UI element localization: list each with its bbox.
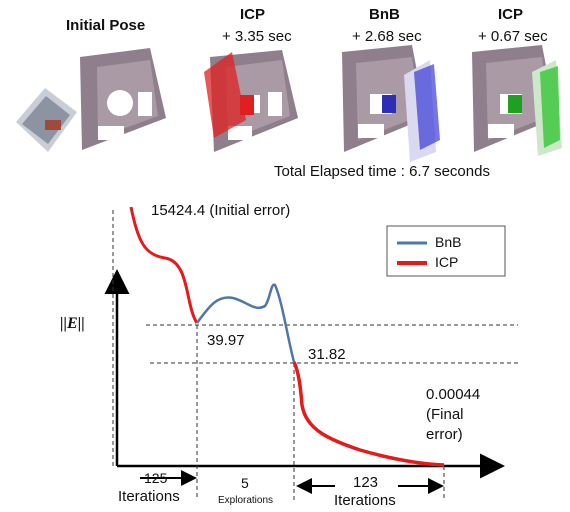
legend-label-icp: ICP	[435, 254, 459, 270]
final-value-label: 0.00044	[426, 386, 481, 403]
seg3-count: 123	[353, 474, 379, 491]
total-elapsed-time: Total Elapsed time : 6.7 seconds	[274, 163, 490, 180]
legend-label-bnb: BnB	[435, 234, 462, 250]
stage-time-bnb: + 2.68 sec	[352, 28, 422, 45]
room-scan-initial	[80, 48, 166, 150]
seg3-unit: Iterations	[334, 492, 396, 509]
stage-title-initial-pose: Initial Pose	[66, 17, 146, 34]
object-scan-initial	[16, 88, 77, 152]
icp-curve-1	[129, 206, 199, 324]
bnb-curve	[195, 283, 296, 363]
stage-title-icp-2: ICP	[498, 6, 524, 23]
object-scan-bnb	[382, 60, 440, 162]
seg2-count: 5	[241, 475, 249, 491]
value-label-2: 31.82	[308, 346, 346, 363]
seg2-unit: Explorations	[218, 495, 274, 506]
icp-curve-2	[292, 361, 445, 467]
value-label-1: 39.97	[207, 332, 245, 349]
stage-time-icp-2: + 0.67 sec	[478, 28, 548, 45]
object-scan-icp-2	[508, 60, 562, 156]
object-scan-icp-1	[204, 52, 254, 138]
stage-title-bnb: BnB	[369, 6, 400, 23]
stage-time-icp-1: + 3.35 sec	[222, 28, 292, 45]
point-cloud-initial-image	[16, 45, 562, 162]
seg1-count: 125	[144, 470, 168, 486]
legend-box	[386, 225, 506, 277]
initial-error-label: 15424.4 (Initial error)	[151, 202, 291, 219]
final-error-line2: error)	[426, 426, 463, 443]
y-axis-label: ||E||	[60, 315, 85, 332]
final-error-line1: (Final	[426, 406, 464, 423]
stage-title-icp-1: ICP	[240, 6, 266, 23]
seg1-unit: Iterations	[118, 488, 180, 505]
